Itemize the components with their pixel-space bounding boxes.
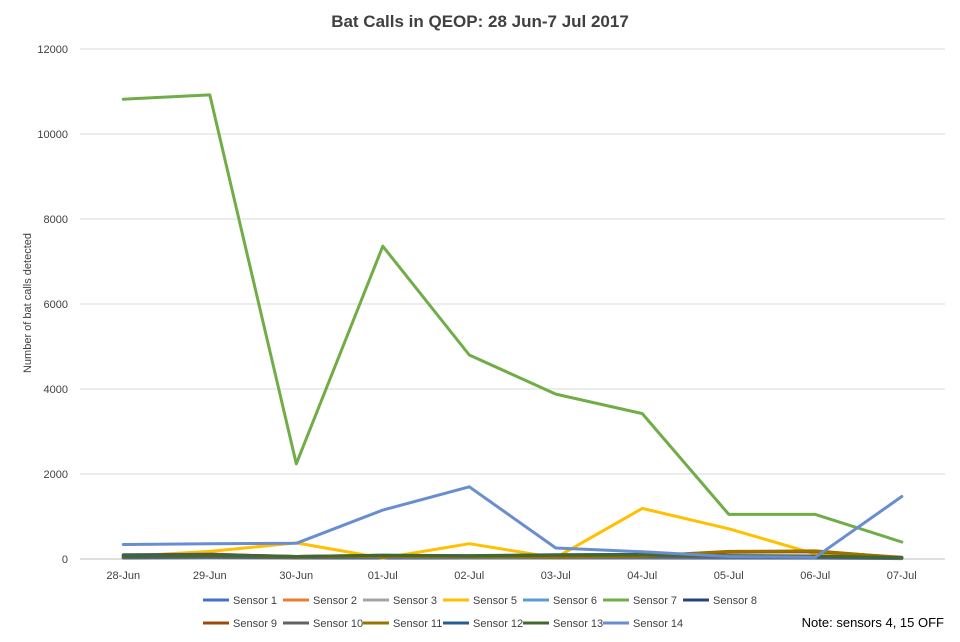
legend-label-sensor-11: Sensor 11: [393, 618, 442, 630]
series-line-sensor-5: [121, 506, 904, 560]
series-lines: [121, 93, 904, 561]
legend-label-sensor-12: Sensor 12: [473, 618, 523, 630]
y-tick-label: 8000: [44, 214, 68, 226]
y-tick-label: 6000: [44, 299, 68, 311]
x-tick-label: 07-Jul: [887, 570, 917, 582]
legend-label-sensor-7: Sensor 7: [633, 595, 677, 607]
y-tick-label: 4000: [44, 384, 68, 396]
y-axis-ticks: 0 2000 4000 6000 8000 10000 12000: [37, 44, 68, 566]
x-tick-label: 30-Jun: [279, 570, 313, 582]
legend-label-sensor-14: Sensor 14: [633, 618, 683, 630]
series-line-sensor-14: [121, 485, 904, 559]
chart-title: Bat Calls in QEOP: 28 Jun-7 Jul 2017: [331, 12, 629, 31]
y-tick-label: 10000: [37, 129, 68, 141]
y-axis-label: Number of bat calls detected: [22, 233, 34, 373]
legend-label-sensor-1: Sensor 1: [233, 595, 277, 607]
legend-label-sensor-2: Sensor 2: [313, 595, 357, 607]
legend-label-sensor-13: Sensor 13: [553, 618, 603, 630]
x-tick-label: 06-Jul: [800, 570, 830, 582]
legend: Sensor 1 Sensor 2 Sensor 3 Sensor 5 Sensor 6…: [203, 595, 757, 630]
x-tick-label: 29-Jun: [193, 570, 227, 582]
y-tick-label: 12000: [37, 44, 68, 56]
x-axis-ticks: 28-Jun 29-Jun 30-Jun 01-Jul 02-Jul 03-Jul 04-J…: [106, 570, 916, 582]
y-tick-label: 2000: [44, 469, 68, 481]
legend-label-sensor-5: Sensor 5: [473, 595, 517, 607]
legend-label-sensor-3: Sensor 3: [393, 595, 437, 607]
legend-label-sensor-8: Sensor 8: [713, 595, 757, 607]
x-tick-label: 02-Jul: [454, 570, 484, 582]
x-tick-label: 05-Jul: [714, 570, 744, 582]
legend-label-sensor-9: Sensor 9: [233, 618, 277, 630]
legend-label-sensor-6: Sensor 6: [553, 595, 597, 607]
chart-note: Note: sensors 4, 15 OFF: [802, 615, 944, 630]
gridlines: [80, 48, 945, 475]
series-line-sensor-7: [121, 93, 904, 544]
x-tick-label: 28-Jun: [106, 570, 140, 582]
x-tick-label: 03-Jul: [541, 570, 571, 582]
x-tick-label: 01-Jul: [368, 570, 398, 582]
y-tick-label: 0: [62, 554, 68, 566]
x-tick-label: 04-Jul: [627, 570, 657, 582]
legend-label-sensor-10: Sensor 10: [313, 618, 363, 630]
